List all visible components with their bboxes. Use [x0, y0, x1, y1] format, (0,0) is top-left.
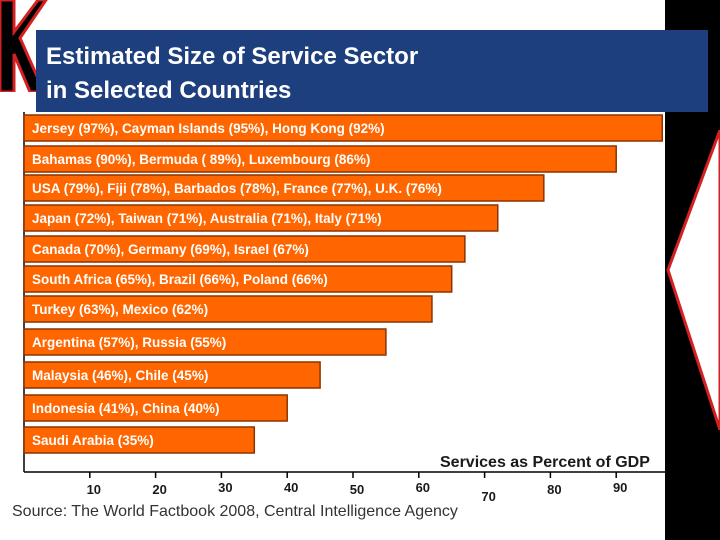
- bar-0: [23, 114, 664, 142]
- bar-label-4: Canada (70%), Germany (69%), Israel (67%…: [32, 242, 309, 257]
- bar-10: [23, 426, 256, 454]
- x-tick-label-2: 30: [218, 480, 232, 495]
- bar-label-3: Japan (72%), Taiwan (71%), Australia (71…: [32, 211, 382, 226]
- x-tick-label-5: 60: [416, 480, 430, 495]
- x-tick-label-1: 20: [152, 482, 166, 497]
- x-tick-label-0: 10: [87, 482, 101, 497]
- title-line-1: Estimated Size of Service Sector: [46, 43, 419, 70]
- bar-label-8: Malaysia (46%), Chile (45%): [32, 368, 208, 383]
- bar-3: [23, 204, 499, 232]
- bar-label-0: Jersey (97%), Cayman Islands (95%), Hong…: [32, 121, 385, 136]
- bar-2: [23, 174, 545, 202]
- bar-label-5: South Africa (65%), Brazil (66%), Poland…: [32, 272, 328, 287]
- bar-label-2: USA (79%), Fiji (78%), Barbados (78%), F…: [32, 181, 442, 196]
- bar-label-7: Argentina (57%), Russia (55%): [32, 335, 226, 350]
- bar-9: [23, 394, 288, 422]
- bar-4: [23, 235, 466, 263]
- bar-1: [23, 145, 617, 173]
- x-axis-label: Services as Percent of GDP: [440, 454, 650, 471]
- source-note: Source: The World Factbook 2008, Central…: [12, 503, 458, 520]
- bar-label-6: Turkey (63%), Mexico (62%): [32, 302, 208, 317]
- bar-5: [23, 265, 453, 293]
- bar-label-1: Bahamas (90%), Bermuda ( 89%), Luxembour…: [32, 152, 370, 167]
- bar-label-9: Indonesia (41%), China (40%): [32, 401, 220, 416]
- chart-title: Estimated Size of Service Sector in Sele…: [46, 40, 646, 108]
- x-tick-label-7: 80: [547, 482, 561, 497]
- corner-logo-mark: [0, 0, 48, 92]
- x-tick-label-8: 90: [613, 480, 627, 495]
- bar-7: [23, 328, 387, 356]
- x-tick-label-6: 70: [481, 489, 495, 504]
- title-line-2: in Selected Countries: [46, 77, 292, 104]
- x-tick-label-4: 50: [350, 482, 364, 497]
- chevron-decoration-icon: [666, 130, 720, 430]
- bar-label-10: Saudi Arabia (35%): [32, 433, 154, 448]
- title-banner: [36, 30, 708, 112]
- x-tick-label-3: 40: [284, 480, 298, 495]
- bar-6: [23, 295, 433, 323]
- bar-8: [23, 361, 321, 389]
